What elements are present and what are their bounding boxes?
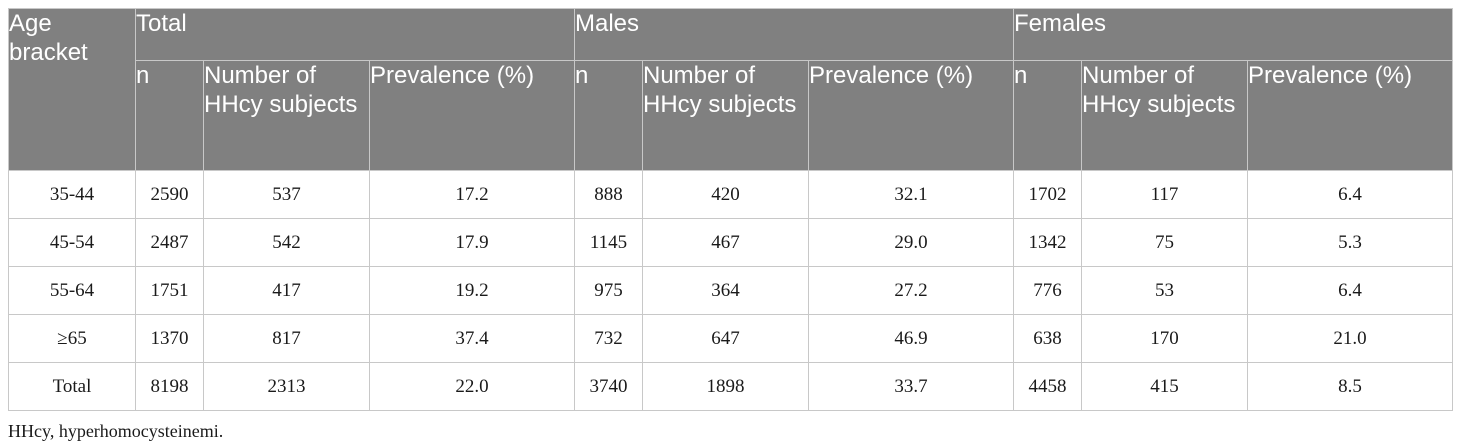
males-prevalence-cell: 32.1	[807, 170, 1015, 219]
males-hhcy-cell: 420	[642, 170, 809, 219]
total-n-cell: 1751	[135, 266, 204, 315]
table-row: ≥65 1370 817 37.4 732 647 46.9 638 170 2…	[8, 314, 1454, 363]
males-n-cell: 975	[574, 266, 643, 315]
age-bracket-cell: 35-44	[8, 170, 136, 219]
males-n-cell: 888	[574, 170, 643, 219]
age-bracket-cell: 55-64	[8, 266, 136, 315]
prevalence-table: Age bracket Total Males Females n Number…	[8, 8, 1454, 411]
females-hhcy-header: Number of HHcy subjects	[1081, 60, 1249, 171]
age-bracket-cell: Total	[8, 362, 136, 411]
males-prevalence-cell: 29.0	[807, 218, 1015, 267]
males-hhcy-cell: 364	[642, 266, 809, 315]
table-row: 45-54 2487 542 17.9 1145 467 29.0 1342 7…	[8, 218, 1454, 267]
males-prevalence-cell: 33.7	[807, 362, 1015, 411]
total-prevalence-header: Prevalence (%)	[369, 60, 575, 171]
females-prevalence-header: Prevalence (%)	[1247, 60, 1454, 171]
females-hhcy-cell: 117	[1081, 170, 1249, 219]
total-prevalence-cell: 17.2	[369, 170, 575, 219]
females-prevalence-cell: 6.4	[1247, 170, 1454, 219]
females-prevalence-cell: 6.4	[1247, 266, 1454, 315]
total-prevalence-cell: 19.2	[369, 266, 575, 315]
total-n-cell: 8198	[135, 362, 204, 411]
males-group-header: Males	[573, 8, 1015, 61]
females-hhcy-cell: 75	[1081, 218, 1249, 267]
total-n-header: n	[135, 60, 204, 171]
males-n-cell: 732	[574, 314, 643, 363]
total-prevalence-cell: 22.0	[369, 362, 575, 411]
females-hhcy-cell: 170	[1081, 314, 1249, 363]
males-prevalence-cell: 27.2	[807, 266, 1015, 315]
total-group-header: Total	[135, 8, 575, 61]
females-n-cell: 776	[1013, 266, 1083, 315]
total-n-cell: 2487	[135, 218, 204, 267]
females-hhcy-cell: 415	[1081, 362, 1249, 411]
females-n-header: n	[1013, 60, 1083, 171]
males-hhcy-cell: 467	[642, 218, 809, 267]
table-footnote: HHcy, hyperhomocysteinemi.	[8, 421, 224, 441]
males-hhcy-cell: 647	[642, 314, 809, 363]
males-n-header: n	[574, 60, 643, 171]
males-hhcy-cell: 1898	[642, 362, 809, 411]
table-row-total: Total 8198 2313 22.0 3740 1898 33.7 4458…	[8, 362, 1454, 411]
total-hhcy-cell: 2313	[203, 362, 370, 411]
females-prevalence-cell: 5.3	[1247, 218, 1454, 267]
females-n-cell: 638	[1013, 314, 1083, 363]
total-hhcy-cell: 817	[203, 314, 370, 363]
males-hhcy-header: Number of HHcy subjects	[642, 60, 809, 171]
sub-header-row: n Number of HHcy subjects Prevalence (%)…	[9, 60, 1454, 171]
age-bracket-cell: ≥65	[8, 314, 136, 363]
total-prevalence-cell: 17.9	[369, 218, 575, 267]
total-hhcy-cell: 542	[203, 218, 370, 267]
females-prevalence-cell: 8.5	[1247, 362, 1454, 411]
age-bracket-header: Age bracket	[8, 8, 136, 171]
females-n-cell: 4458	[1013, 362, 1083, 411]
males-n-cell: 3740	[574, 362, 643, 411]
males-prevalence-header: Prevalence (%)	[807, 60, 1015, 171]
females-prevalence-cell: 21.0	[1247, 314, 1454, 363]
total-prevalence-cell: 37.4	[369, 314, 575, 363]
males-n-cell: 1145	[574, 218, 643, 267]
females-group-header: Females	[1013, 8, 1454, 61]
total-hhcy-header: Number of HHcy subjects	[203, 60, 370, 171]
females-n-cell: 1702	[1013, 170, 1083, 219]
group-header-row: Age bracket Total Males Females	[8, 8, 1454, 171]
total-hhcy-cell: 537	[203, 170, 370, 219]
total-n-cell: 1370	[135, 314, 204, 363]
males-prevalence-cell: 46.9	[807, 314, 1015, 363]
table-row: 55-64 1751 417 19.2 975 364 27.2 776 53 …	[8, 266, 1454, 315]
females-n-cell: 1342	[1013, 218, 1083, 267]
total-n-cell: 2590	[135, 170, 204, 219]
table-row: 35-44 2590 537 17.2 888 420 32.1 1702 11…	[8, 170, 1454, 219]
age-bracket-cell: 45-54	[8, 218, 136, 267]
total-hhcy-cell: 417	[203, 266, 370, 315]
females-hhcy-cell: 53	[1081, 266, 1249, 315]
